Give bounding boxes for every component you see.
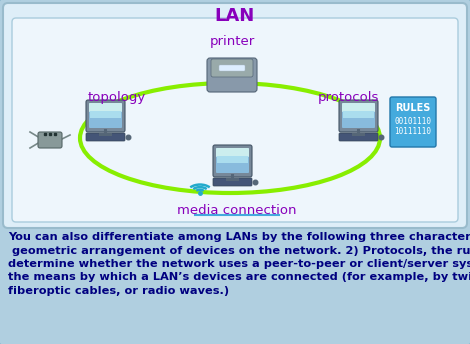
Text: determine whether the network uses a peer-to-peer or client/server system. 3) Me: determine whether the network uses a pee… <box>8 259 470 269</box>
FancyBboxPatch shape <box>216 148 249 173</box>
FancyBboxPatch shape <box>339 133 378 141</box>
Text: RULES: RULES <box>395 103 431 113</box>
FancyBboxPatch shape <box>216 148 249 157</box>
FancyBboxPatch shape <box>12 18 458 222</box>
FancyBboxPatch shape <box>339 100 378 132</box>
Text: 10111110: 10111110 <box>394 128 431 137</box>
Text: media connection: media connection <box>177 204 297 217</box>
Text: printer: printer <box>209 34 255 47</box>
FancyBboxPatch shape <box>89 103 122 112</box>
FancyBboxPatch shape <box>342 103 375 112</box>
Text: geometric arrangement of devices on the network. 2) Protocols, the rules for sen: geometric arrangement of devices on the … <box>8 246 470 256</box>
FancyBboxPatch shape <box>211 59 253 77</box>
FancyBboxPatch shape <box>89 103 122 128</box>
FancyBboxPatch shape <box>343 111 374 118</box>
FancyBboxPatch shape <box>213 178 252 186</box>
FancyBboxPatch shape <box>90 111 121 118</box>
FancyBboxPatch shape <box>217 156 248 163</box>
FancyBboxPatch shape <box>213 145 252 177</box>
FancyBboxPatch shape <box>38 132 62 148</box>
FancyBboxPatch shape <box>207 58 257 92</box>
FancyBboxPatch shape <box>219 65 245 71</box>
Text: LAN: LAN <box>215 7 255 25</box>
Text: topology: topology <box>88 92 146 105</box>
Text: the means by which a LAN’s devices are connected (for example, by twisted-pair w: the means by which a LAN’s devices are c… <box>8 272 470 282</box>
FancyBboxPatch shape <box>390 97 436 147</box>
Text: protocols: protocols <box>317 92 379 105</box>
Text: You can also differentiate among LANs by the following three characteristics: 1): You can also differentiate among LANs by… <box>8 232 470 242</box>
FancyBboxPatch shape <box>3 3 467 228</box>
FancyBboxPatch shape <box>342 103 375 128</box>
Text: fiberoptic cables, or radio waves.): fiberoptic cables, or radio waves.) <box>8 286 229 296</box>
FancyBboxPatch shape <box>86 100 125 132</box>
Text: 00101110: 00101110 <box>394 117 431 126</box>
FancyBboxPatch shape <box>86 133 125 141</box>
